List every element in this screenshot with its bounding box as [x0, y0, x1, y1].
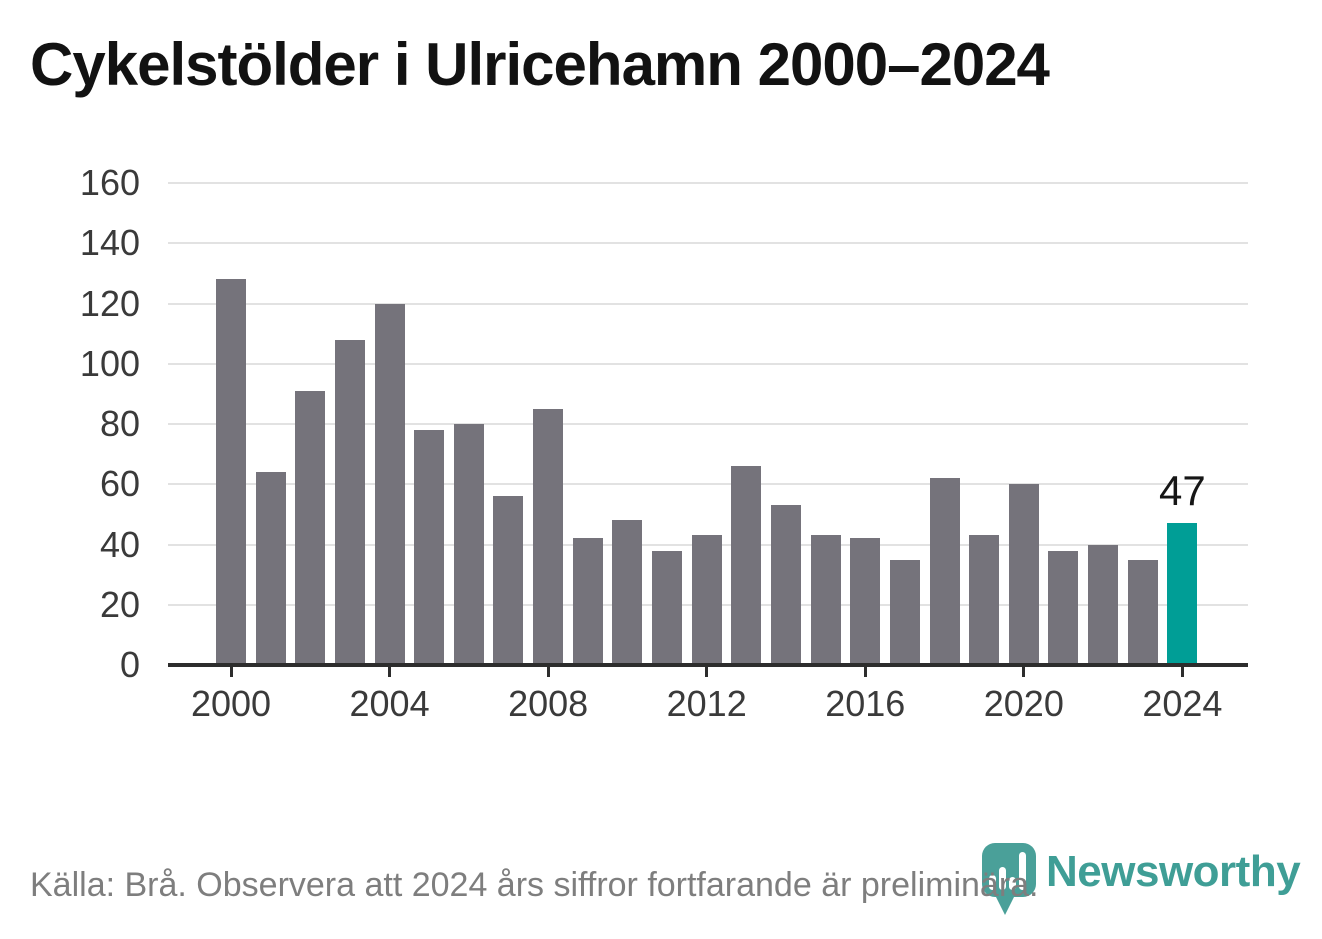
bar-2003	[334, 339, 365, 665]
x-tick-label-2024: 2024	[1142, 683, 1223, 724]
x-tick-2004	[388, 667, 392, 677]
newsworthy-wordmark: Newsworthy	[1046, 847, 1301, 896]
bar-2021	[1048, 550, 1079, 665]
y-tick-label-140: 140	[79, 222, 140, 264]
gridline-80	[168, 423, 1248, 425]
bar-2012	[691, 535, 722, 665]
gridline-60	[168, 483, 1248, 486]
gridline-160	[168, 182, 1248, 184]
bar-2009	[572, 538, 603, 665]
y-tick-label-160: 160	[79, 162, 140, 203]
bar-value-label: 47	[1159, 467, 1206, 515]
gridline-100	[168, 362, 1248, 365]
x-tick-label-2020: 2020	[983, 683, 1064, 724]
y-tick-label-80: 80	[99, 403, 140, 444]
bar-2020	[1008, 484, 1039, 665]
bar-2004	[374, 303, 405, 665]
x-tick-2012	[705, 667, 709, 677]
bar-2023	[1127, 559, 1158, 665]
y-tick-label-20: 20	[99, 583, 140, 625]
x-tick-label-2000: 2000	[190, 683, 272, 724]
bar-2007	[493, 496, 524, 665]
x-tick-2024	[1180, 667, 1184, 677]
chart-title: Cykelstölder i Ulricehamn 2000–2024	[30, 31, 1050, 98]
y-tick-label-120: 120	[79, 282, 140, 324]
bar-2013	[731, 466, 762, 665]
bar-2014	[770, 505, 801, 665]
source-note: Källa: Brå. Observera att 2024 års siffr…	[30, 866, 1039, 904]
y-tick-label-0: 0	[119, 644, 140, 685]
bar-2019	[969, 535, 1000, 665]
bar-2010	[612, 520, 643, 665]
plot-area: 47	[168, 182, 1248, 677]
x-tick-label-2008: 2008	[508, 683, 589, 724]
bar-2017	[889, 559, 920, 665]
x-tick-2016	[863, 667, 867, 677]
gridline-120	[168, 302, 1248, 305]
bar-2024	[1167, 523, 1198, 665]
x-tick-label-2016: 2016	[825, 683, 906, 724]
y-tick-label-40: 40	[99, 523, 140, 565]
bar-2000	[216, 279, 246, 665]
x-tick-label-2012: 2012	[666, 683, 747, 724]
y-tick-label-60: 60	[99, 463, 140, 505]
bar-2002	[295, 390, 326, 665]
bar-2005	[414, 430, 445, 665]
y-tick-label-100: 100	[79, 342, 140, 384]
x-tick-label-2004: 2004	[349, 683, 430, 724]
bar-2006	[453, 424, 484, 665]
x-tick-2020	[1022, 667, 1026, 677]
bar-2008	[533, 408, 564, 665]
bar-2018	[929, 478, 960, 665]
newsworthy-logo: Newsworthy	[980, 841, 1301, 921]
bar-2011	[652, 550, 683, 665]
bar-2022	[1088, 544, 1119, 665]
gridline-140	[168, 242, 1248, 245]
bar-2001	[255, 472, 286, 665]
bar-2016	[850, 538, 881, 665]
bar-2015	[810, 535, 841, 665]
x-axis-line	[168, 663, 1248, 667]
x-tick-2000	[229, 667, 233, 677]
newsworthy-pin-icon	[982, 843, 1036, 915]
x-tick-2008	[546, 667, 550, 677]
